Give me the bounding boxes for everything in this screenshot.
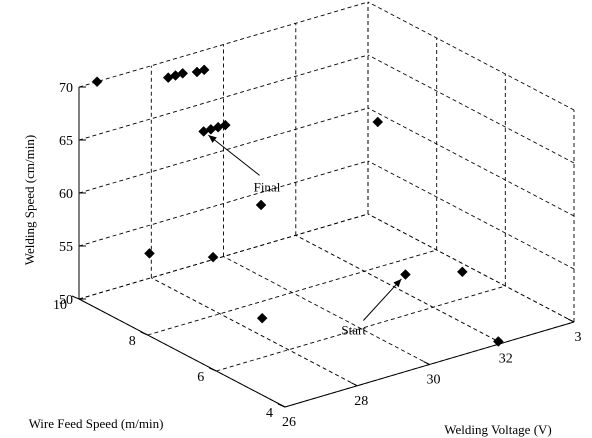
- grid-line: [367, 54, 575, 164]
- y-axis-line: [78, 298, 286, 408]
- z-tick-label: 55: [59, 240, 73, 255]
- grid-line: [367, 1, 575, 111]
- grid-line: [78, 54, 369, 141]
- z-tick-label: 50: [59, 293, 73, 308]
- data-points: [91, 64, 504, 347]
- x-tick-label: 3: [575, 330, 582, 345]
- grid-line: [367, 160, 575, 270]
- grid-line: [78, 160, 369, 247]
- data-point: [400, 269, 411, 280]
- grid-line: [223, 256, 430, 365]
- grid-line: [295, 234, 503, 344]
- z-tick-label: 70: [59, 81, 73, 96]
- y-tick-label: 10: [53, 298, 67, 313]
- annotations: Final Start: [208, 134, 402, 338]
- data-point: [207, 251, 219, 263]
- z-tick-labels: 50 55 60 65 70: [59, 81, 73, 308]
- x-tick-label: 26: [282, 415, 296, 430]
- y-tick-mark: [71, 295, 80, 300]
- data-point: [492, 336, 504, 347]
- data-point: [144, 248, 155, 259]
- data-point: [256, 312, 268, 324]
- x-tick-label: 32: [499, 351, 513, 366]
- y-tick-label: 6: [197, 370, 204, 385]
- x-tick-mark: [278, 403, 286, 408]
- x-tick-mark: [423, 361, 430, 365]
- grid-line: [367, 213, 575, 323]
- z-tick-label: 60: [59, 187, 73, 202]
- y-tick-label: 8: [129, 334, 136, 349]
- data-point: [255, 199, 267, 211]
- annotation-arrow: [363, 278, 402, 321]
- grid-line: [216, 285, 506, 372]
- z-axis-label: Welding Speed (cm/min): [22, 135, 37, 265]
- y-tick-mark: [140, 331, 148, 336]
- annotation-arrowhead: [208, 135, 217, 143]
- y-tick-labels: 4 6 8 10: [53, 298, 273, 421]
- grid-line: [367, 107, 575, 217]
- data-point: [177, 68, 189, 79]
- grid-line: [78, 213, 369, 300]
- y-axis-label: Wire Feed Speed (m/min): [29, 416, 164, 431]
- grid-line: [151, 277, 358, 387]
- grid-line: [147, 249, 437, 336]
- annotation-arrow: [208, 134, 260, 176]
- data-point: [219, 119, 231, 131]
- data-point: [91, 76, 103, 88]
- axis-layer: [71, 86, 575, 408]
- grid-line: [78, 107, 369, 194]
- x-tick-labels: 26 28 30 32 3: [282, 330, 582, 430]
- x-tick-label: 30: [427, 373, 441, 388]
- data-point: [456, 266, 468, 278]
- y-tick-mark: [209, 367, 217, 372]
- annotation-label: Final: [254, 179, 281, 194]
- grid-line: [78, 1, 369, 88]
- x-axis-label: Welding Voltage (V): [444, 422, 552, 437]
- data-point: [372, 116, 384, 128]
- x-tick-label: 28: [354, 394, 368, 409]
- z-tick-label: 65: [59, 134, 73, 149]
- annotation-arrowhead: [393, 278, 402, 288]
- y-tick-label: 4: [266, 406, 273, 421]
- annotation-label: Start: [341, 323, 366, 338]
- x-tick-mark: [351, 382, 358, 387]
- grid-layer: [78, 1, 575, 408]
- x-tick-mark: [567, 318, 575, 323]
- data-point: [198, 64, 210, 76]
